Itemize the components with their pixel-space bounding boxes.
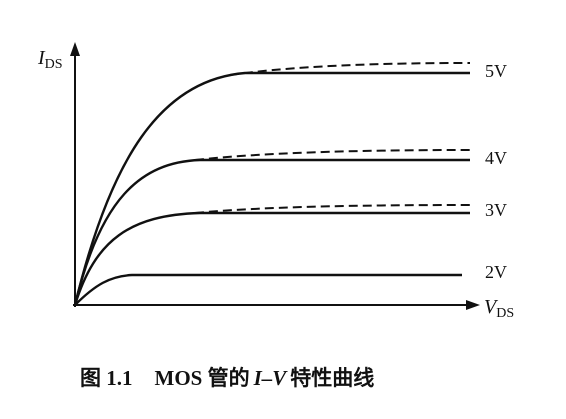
y-axis-label: IDS — [37, 47, 63, 72]
curve-4v-dashed — [194, 149, 471, 161]
x-arrow — [466, 300, 480, 310]
x-axis-label: VDS — [484, 296, 514, 321]
curve-2v — [74, 273, 462, 306]
curve-5v — [73, 71, 470, 306]
curve-label: 5V — [485, 61, 507, 81]
curve-label: 4V — [485, 148, 507, 168]
curve-label: 2V — [485, 262, 507, 282]
curve-5v-dashed — [229, 62, 471, 76]
curve-label: 3V — [485, 200, 507, 220]
y-arrow — [70, 42, 80, 56]
curves — [73, 62, 471, 306]
caption: 图 1.1 MOS 管的 I–V 特性曲线 — [80, 366, 374, 390]
axes — [70, 42, 480, 310]
curve-3v — [73, 211, 470, 306]
curve-4v — [73, 158, 470, 306]
curve-3v-dashed — [194, 204, 471, 214]
